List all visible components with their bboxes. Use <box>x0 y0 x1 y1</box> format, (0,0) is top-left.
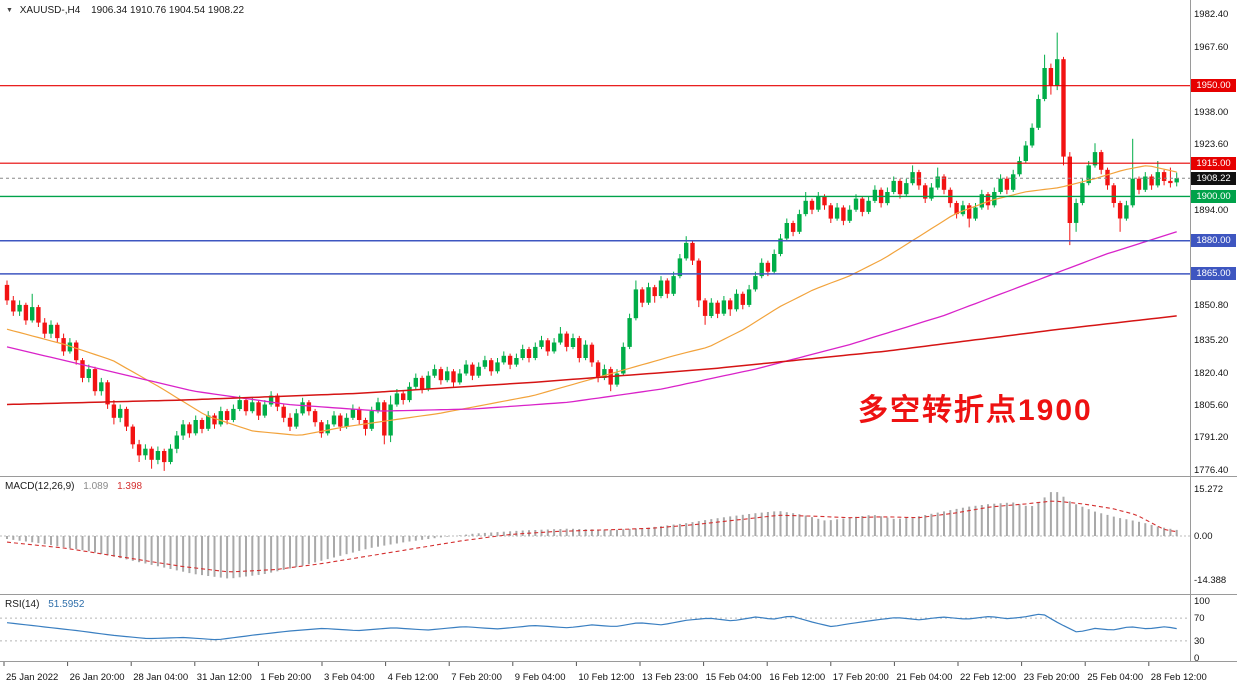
macd-signal-line <box>6 500 1177 573</box>
symbol-timeframe-label: XAUUSD-,H4 <box>19 5 81 16</box>
macd-histogram <box>6 492 1178 579</box>
rsi-label: RSI(14) <box>5 599 40 610</box>
time-axis-ticks <box>3 662 1150 666</box>
fast-ma-line <box>6 165 1177 436</box>
macd-signal-value: 1.398 <box>117 481 143 492</box>
macd-label: MACD(12,26,9) <box>5 481 75 492</box>
mid-ma-line <box>6 231 1177 412</box>
macd-indicator-header: MACD(12,26,9) 1.089 1.398 <box>5 481 142 492</box>
rsi-line <box>6 613 1177 641</box>
chart-annotation-text[interactable]: 多空转折点1900 <box>858 394 1093 427</box>
ohlc-values: 1906.34 1910.76 1904.54 1908.22 <box>91 5 245 16</box>
rsi-value: 51.5952 <box>48 599 85 610</box>
chart-header: ▼ XAUUSD-,H4 1906.34 1910.76 1904.54 190… <box>6 5 244 16</box>
chart-symbol-marker-icon: ▼ <box>6 7 13 14</box>
horizontal-level-lines <box>0 85 1190 275</box>
macd-main-value: 1.089 <box>83 481 109 492</box>
candlesticks[interactable] <box>4 32 1179 471</box>
panel-separators <box>0 0 1237 662</box>
slow-ma-line <box>6 315 1177 406</box>
rsi-indicator-header: RSI(14) 51.5952 <box>5 599 84 610</box>
